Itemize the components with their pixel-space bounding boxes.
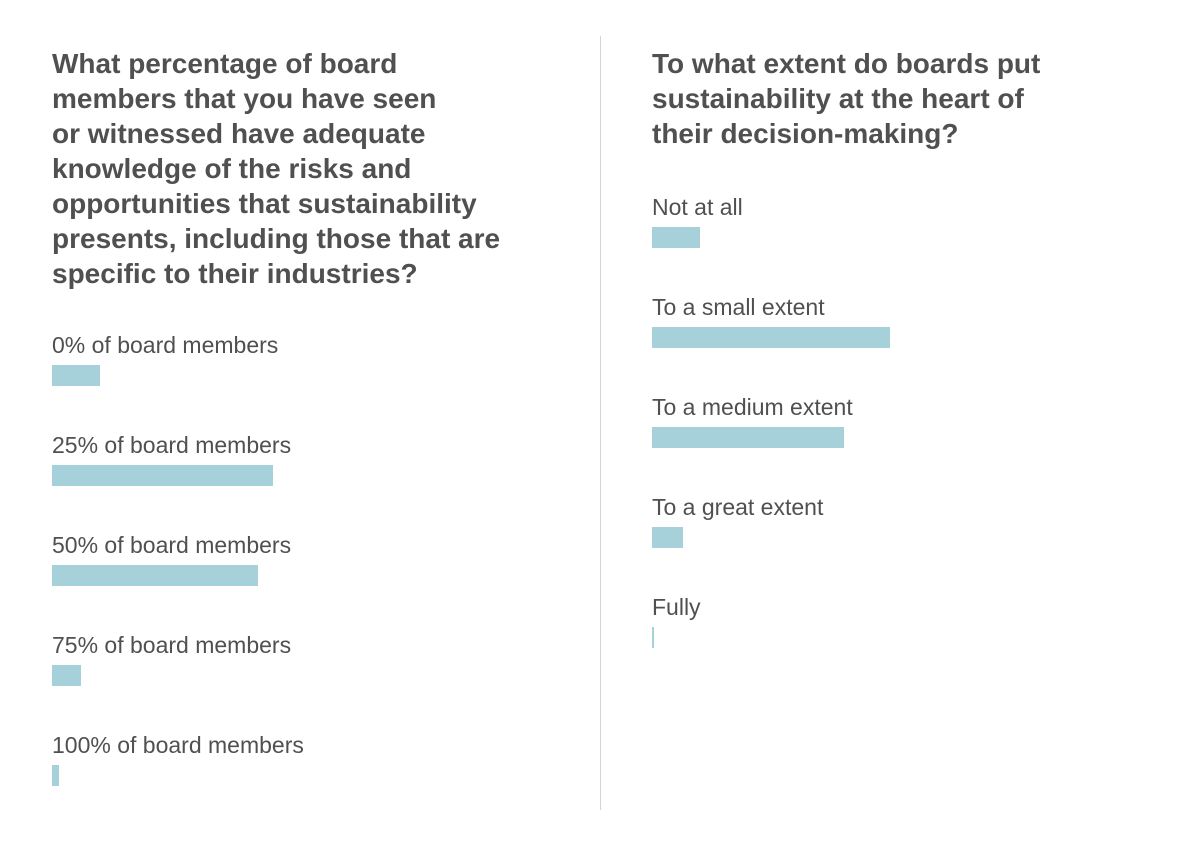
bar [652, 427, 844, 448]
bar-row: Fully [652, 593, 1132, 657]
bar-row: 0% of board members [52, 331, 532, 395]
chart-title: To what extent do boards put sustainabil… [652, 48, 1041, 149]
bar-row: 100% of board members [52, 731, 532, 795]
chart-title: What percentage of board members that yo… [52, 48, 501, 289]
bar-label: To a great extent [652, 494, 824, 520]
bar [652, 527, 684, 548]
bar [52, 665, 81, 686]
bar-label: To a small extent [652, 294, 825, 320]
bar-row: To a medium extent [652, 393, 1132, 457]
bar-label: Fully [652, 594, 701, 620]
panel-divider [600, 36, 601, 810]
bar [652, 327, 890, 348]
bar-label: 75% of board members [52, 632, 292, 658]
bar-row: 25% of board members [52, 431, 532, 495]
bar-label: 0% of board members [52, 332, 279, 358]
bar-row: 50% of board members [52, 531, 532, 595]
bar [52, 465, 273, 486]
bar-label: Not at all [652, 194, 743, 220]
bar-label: 50% of board members [52, 532, 292, 558]
bar [52, 365, 100, 386]
bar [52, 765, 60, 786]
bar [652, 227, 700, 248]
bar-label: 100% of board members [52, 732, 304, 758]
bar-row: To a great extent [652, 493, 1132, 557]
bar-label: 25% of board members [52, 432, 292, 458]
bar [652, 627, 655, 648]
bar-row: 75% of board members [52, 631, 532, 695]
bar [52, 565, 259, 586]
bar-label: To a medium extent [652, 394, 853, 420]
bar-row: To a small extent [652, 293, 1132, 357]
bar-row: Not at all [652, 193, 1132, 257]
